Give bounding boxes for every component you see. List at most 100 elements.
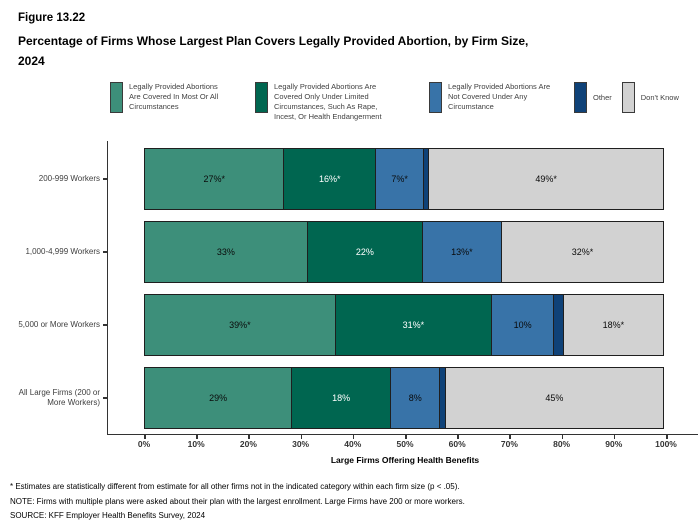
x-axis-tick xyxy=(196,435,198,439)
y-axis-category-label: All Large Firms (200 or More Workers) xyxy=(18,388,100,407)
x-axis-tick xyxy=(405,435,407,439)
legend-item: Legally Provided Abortions Are Not Cover… xyxy=(429,82,554,113)
legend-item: Don't Know xyxy=(621,82,679,113)
x-axis-tick-label: 50% xyxy=(396,439,414,449)
bar-segment-label: 33% xyxy=(216,247,235,257)
y-axis-category: 1,000-4,999 Workers xyxy=(0,221,107,283)
y-axis-labels: 200-999 Workers 1,000-4,999 Workers 5,000 … xyxy=(0,141,107,435)
bar-segment-label: 45% xyxy=(545,393,564,403)
x-axis-tick xyxy=(613,435,616,439)
plot-panel: 27%* 16%* 7%* 49%* 33% 22% 13%* 32%* 39%* 31%* 10%… xyxy=(107,141,698,435)
bar-segment-label: 29% xyxy=(209,393,228,403)
bar-segment xyxy=(423,149,429,209)
bar-segment: 10% xyxy=(491,295,554,355)
x-axis-tick-label: 40% xyxy=(344,439,362,449)
bar-segment: 27%* xyxy=(145,149,284,209)
y-axis-tick xyxy=(103,178,107,180)
y-axis-tick xyxy=(103,397,107,399)
legend-item: Legally Provided Abortions Are Covered O… xyxy=(255,82,396,122)
chart-title-line2: 2024 xyxy=(18,54,45,68)
legend-label: Legally Provided Abortions Are Not Cover… xyxy=(448,82,551,111)
x-axis-tick-label: 0% xyxy=(137,439,151,449)
bar-segment: 29% xyxy=(145,368,292,428)
bar-segment: 31%* xyxy=(334,295,492,355)
figure-number: Figure 13.22 xyxy=(18,12,86,24)
bar-segment: 32%* xyxy=(500,222,663,282)
bar-segment-label: 31%* xyxy=(402,320,425,330)
x-axis-tick xyxy=(509,435,511,439)
bar-segment: 16%* xyxy=(283,149,376,209)
legend-label: Other xyxy=(593,93,612,102)
bar-segment-label: 18%* xyxy=(602,320,625,330)
bar-segment: 18% xyxy=(291,368,391,428)
x-axis-tick-label: 30% xyxy=(292,439,310,449)
bar-segment-label: 22% xyxy=(355,247,374,257)
title-block: Figure 13.22 Percentage of Firms Whose L… xyxy=(0,0,698,71)
bars-area: 27%* 16%* 7%* 49%* 33% 22% 13%* 32%* 39%* 31%* 10%… xyxy=(144,148,664,429)
bar-segment-label: 49%* xyxy=(535,174,557,184)
bar-segment-label: 7%* xyxy=(391,174,408,184)
bar-segment: 7%* xyxy=(375,149,424,209)
legend-swatch xyxy=(255,82,268,113)
y-axis-tick xyxy=(103,324,107,326)
bar-segment xyxy=(553,295,563,355)
x-axis-tick xyxy=(457,435,459,439)
bar-segment-label: 8% xyxy=(408,393,422,403)
legend-swatch xyxy=(429,82,442,113)
bar-segment: 45% xyxy=(444,368,663,428)
legend-swatch xyxy=(110,82,123,113)
y-axis-category-label: 200-999 Workers xyxy=(38,174,100,183)
x-axis-tick xyxy=(300,435,303,439)
y-axis-category: 200-999 Workers xyxy=(0,148,107,210)
bar-segment: 18%* xyxy=(562,295,663,355)
legend-item: Other xyxy=(574,82,612,113)
x-axis-tick-label: 90% xyxy=(605,439,623,449)
bar-segment-label: 32%* xyxy=(571,247,594,257)
x-axis-tick-label: 10% xyxy=(187,439,205,449)
bar-row: 39%* 31%* 10% 18%* xyxy=(144,294,664,356)
x-axis-tick xyxy=(248,435,250,439)
chart-area: 200-999 Workers 1,000-4,999 Workers 5,000 … xyxy=(0,141,698,435)
legend-label: Don't Know xyxy=(640,93,679,102)
legend-swatch xyxy=(621,82,635,113)
x-axis-tick-label: 100% xyxy=(655,439,677,449)
x-axis-ticks: 0% 10% 20% 30% 40% 50% 60% 70% 80% 90% 100% xyxy=(138,435,677,452)
bar-segment-label: 10% xyxy=(513,320,532,330)
bar-segment-label: 16%* xyxy=(319,174,341,184)
legend: Legally Provided Abortions Are Covered I… xyxy=(110,82,698,134)
y-axis-tick xyxy=(103,251,107,253)
y-axis-category: 5,000 or More Workers xyxy=(0,294,107,356)
y-axis-category-label: 1,000-4,999 Workers xyxy=(25,247,100,256)
x-axis-title: Large Firms Offering Health Benefits xyxy=(330,455,480,465)
x-axis-tick xyxy=(561,435,564,439)
x-axis-tick-label: 20% xyxy=(239,439,257,449)
x-axis-tick-label: 80% xyxy=(553,439,571,449)
bar-segment: 8% xyxy=(390,368,440,428)
x-axis-tick-label: 60% xyxy=(448,439,466,449)
legend-label: Legally Provided Abortions Are Covered I… xyxy=(129,82,219,111)
legend-label: Legally Provided Abortions Are Covered O… xyxy=(274,82,382,121)
y-axis-category: All Large Firms (200 or More Workers) xyxy=(0,367,107,429)
bar-segment: 13%* xyxy=(421,222,501,282)
x-axis-tick-label: 70% xyxy=(500,439,518,449)
footnote-note: NOTE: Firms with multiple plans were ask… xyxy=(10,496,465,506)
footnote-source: SOURCE: KFF Employer Health Benefits Sur… xyxy=(10,511,206,520)
bar-segment: 39%* xyxy=(145,295,335,355)
x-axis-tick xyxy=(144,435,146,439)
y-axis-category-label: 5,000 or More Workers xyxy=(18,320,100,329)
footnote-significance: * Estimates are statistically different … xyxy=(10,482,460,491)
bar-segment-label: 13%* xyxy=(451,247,473,257)
bar-segment-label: 18% xyxy=(332,393,351,403)
bar-segment-label: 27%* xyxy=(203,174,225,184)
bar-row: 33% 22% 13%* 32%* xyxy=(144,221,664,283)
x-axis-tick xyxy=(352,435,355,439)
bar-row: 29% 18% 8% 45% xyxy=(144,367,664,429)
footnotes: * Estimates are statistically different … xyxy=(10,480,698,524)
legend-swatch xyxy=(574,82,587,113)
bar-segment: 22% xyxy=(306,222,422,282)
bar-segment xyxy=(439,368,445,428)
bar-segment: 49%* xyxy=(428,149,663,209)
x-axis-tick xyxy=(666,435,668,439)
bar-segment-label: 39%* xyxy=(229,320,251,330)
